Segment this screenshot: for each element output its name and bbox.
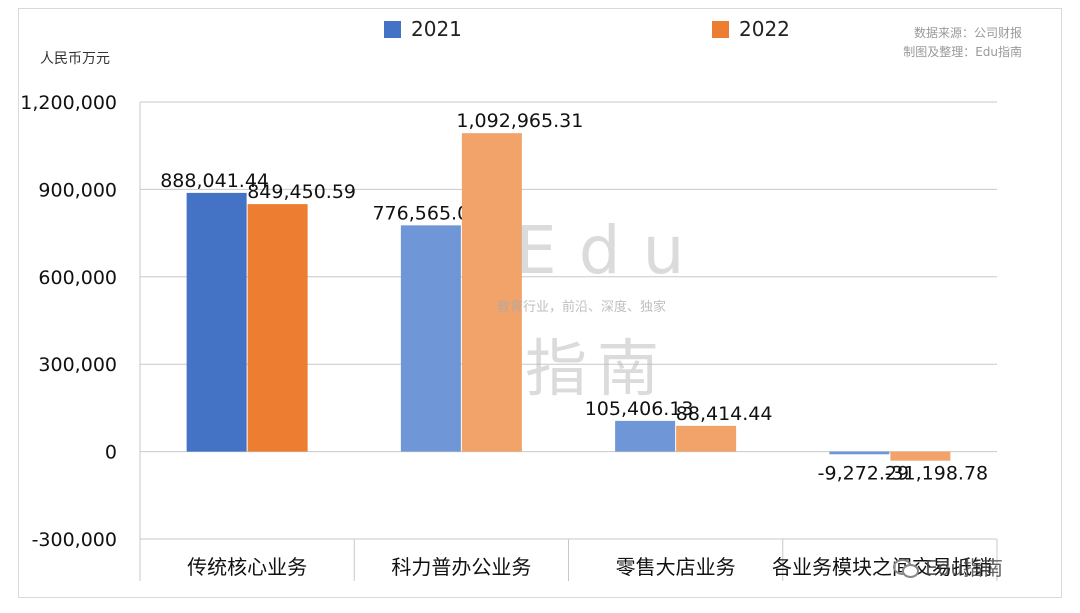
legend-label-2022: 2022: [739, 17, 790, 41]
data-label-2021-1: 888,041.44: [160, 170, 269, 192]
bar-2021-2: [400, 225, 461, 452]
bar-2022-4: [890, 451, 951, 461]
data-label-2022-4: -31,198.78: [885, 463, 989, 485]
y-tick-label: -300,000: [32, 529, 117, 551]
wechat-credit: Edu指南: [893, 552, 1003, 581]
legend-swatch-2021: [384, 20, 401, 38]
data-label-2021-2: 776,565.05: [372, 202, 481, 224]
wechat-credit-label: Edu指南: [925, 556, 1004, 580]
bar-2022-2: [461, 133, 522, 452]
bar-2021-1: [186, 192, 247, 452]
data-label-2021-4: -9,272.29: [818, 463, 909, 485]
y-axis-unit-label: 人民币万元: [40, 51, 110, 67]
y-tick-label: 1,200,000: [20, 92, 117, 114]
bar-2021-4: [829, 451, 890, 455]
data-label-2022-3: 88,414.44: [676, 403, 773, 425]
legend-swatch-2022: [712, 20, 729, 38]
bar-2022-3: [676, 425, 737, 452]
wechat-icon: [893, 556, 919, 578]
data-label-2021-3: 105,406.13: [585, 398, 694, 420]
y-tick-label: 900,000: [38, 179, 117, 201]
data-label-2022-2: 1,092,965.31: [456, 110, 583, 132]
y-tick-label: 600,000: [38, 267, 117, 289]
x-tick-label: 科力普办公业务: [391, 555, 531, 579]
credit-line: 制图及整理：Edu指南: [903, 45, 1022, 59]
x-tick-label: 传统核心业务: [187, 555, 307, 579]
y-tick-label: 0: [105, 442, 117, 464]
legend-label-2021: 2021: [411, 17, 462, 41]
legend-item-2022: 2022: [712, 16, 790, 42]
source-line: 数据来源：公司财报: [913, 26, 1022, 40]
y-tick-label: 300,000: [38, 354, 117, 376]
legend-item-2021: 2021: [384, 16, 462, 42]
x-tick-label: 零售大店业务: [616, 555, 736, 579]
data-label-2022-1: 849,450.59: [247, 181, 356, 203]
bar-2022-1: [247, 204, 308, 452]
x-tick-label: 各业务模块之间交易抵销: [772, 555, 992, 579]
bar-2021-3: [615, 420, 676, 452]
